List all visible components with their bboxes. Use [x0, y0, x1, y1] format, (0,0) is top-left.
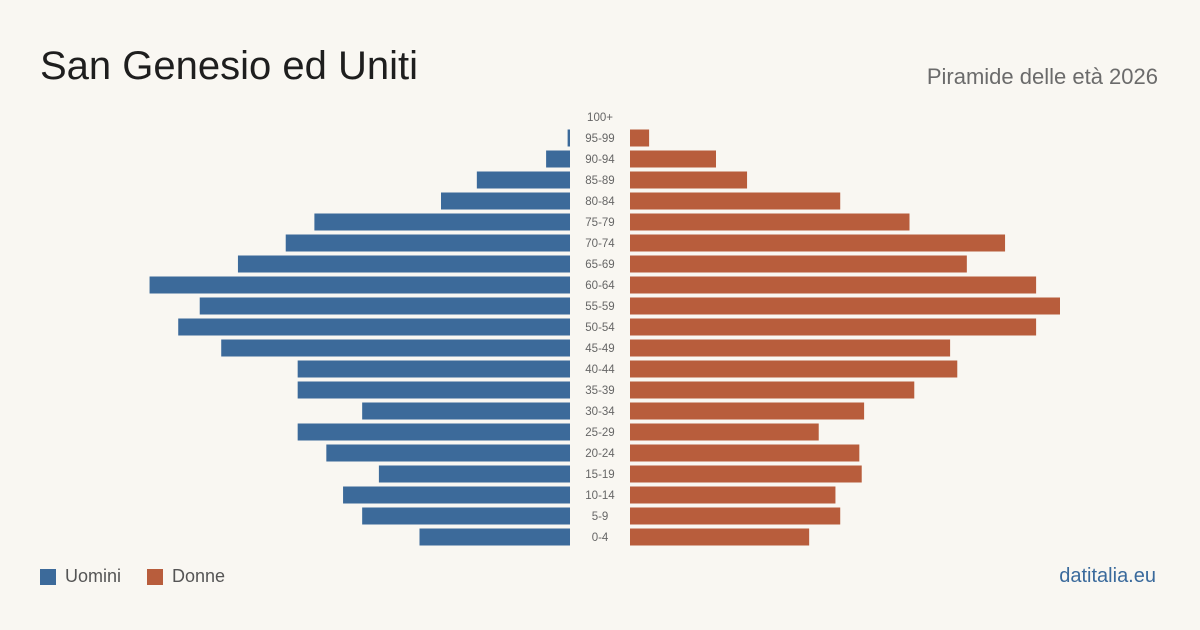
bar-men — [567, 129, 570, 147]
bar-women — [630, 444, 860, 462]
age-label: 95-99 — [585, 133, 614, 145]
bar-men — [297, 423, 570, 441]
bar-men — [297, 381, 570, 399]
bar-women — [630, 381, 915, 399]
brand-link[interactable]: datitalia.eu — [1059, 565, 1156, 587]
bar-men — [237, 255, 570, 273]
bar-men — [362, 507, 570, 525]
bar-women — [630, 486, 836, 504]
bar-men — [178, 318, 570, 336]
bar-women — [630, 129, 650, 147]
age-label: 85-89 — [585, 175, 614, 187]
age-label: 100+ — [587, 112, 613, 124]
legend: Uomini Donne — [40, 566, 251, 587]
age-label: 10-14 — [585, 490, 615, 502]
bar-men — [546, 150, 570, 168]
bar-women — [630, 276, 1037, 294]
bar-women — [630, 423, 819, 441]
age-label: 80-84 — [585, 196, 615, 208]
bar-women — [630, 213, 910, 231]
legend-label-men: Uomini — [65, 566, 122, 586]
bar-men — [314, 213, 570, 231]
bar-men — [362, 402, 570, 420]
age-label: 50-54 — [585, 322, 615, 334]
bar-men — [326, 444, 570, 462]
age-label: 30-34 — [585, 406, 615, 418]
bar-men — [199, 297, 570, 315]
bar-men — [343, 486, 570, 504]
age-label: 75-79 — [585, 217, 614, 229]
legend-label-women: Donne — [172, 566, 226, 586]
legend-item-women: Donne — [147, 566, 225, 587]
age-label: 0-4 — [592, 532, 609, 544]
legend-item-men: Uomini — [40, 566, 121, 587]
age-label: 45-49 — [585, 343, 614, 355]
bar-women — [630, 339, 951, 357]
age-label: 35-39 — [585, 385, 614, 397]
bar-men — [419, 528, 570, 546]
age-label: 65-69 — [585, 259, 614, 271]
bar-men — [221, 339, 570, 357]
age-label: 90-94 — [585, 154, 615, 166]
bar-men — [441, 192, 570, 210]
bar-women — [630, 507, 841, 525]
age-label: 70-74 — [585, 238, 615, 250]
bar-men — [476, 171, 570, 189]
age-label: 15-19 — [585, 469, 614, 481]
bar-women — [630, 171, 748, 189]
age-label: 5-9 — [592, 511, 609, 523]
bar-men — [378, 465, 570, 483]
legend-swatch-men — [40, 568, 56, 585]
bar-women — [630, 465, 862, 483]
age-label: 40-44 — [585, 364, 615, 376]
bar-women — [630, 318, 1037, 336]
age-label: 20-24 — [585, 448, 615, 460]
bar-women — [630, 360, 958, 378]
bar-women — [630, 402, 865, 420]
bar-women — [630, 528, 810, 546]
age-label: 25-29 — [585, 427, 614, 439]
bar-women — [630, 297, 1060, 315]
age-label: 60-64 — [585, 280, 615, 292]
bar-men — [149, 276, 571, 294]
chart-subtitle: Piramide delle età 2026 — [926, 64, 1158, 89]
bar-women — [630, 234, 1006, 252]
bar-women — [630, 192, 841, 210]
age-label: 55-59 — [585, 301, 614, 313]
page-title: San Genesio ed Uniti — [40, 44, 419, 88]
bar-women — [630, 150, 716, 168]
bar-men — [285, 234, 570, 252]
bar-women — [630, 255, 967, 273]
bar-men — [297, 360, 570, 378]
legend-swatch-women — [147, 568, 164, 585]
